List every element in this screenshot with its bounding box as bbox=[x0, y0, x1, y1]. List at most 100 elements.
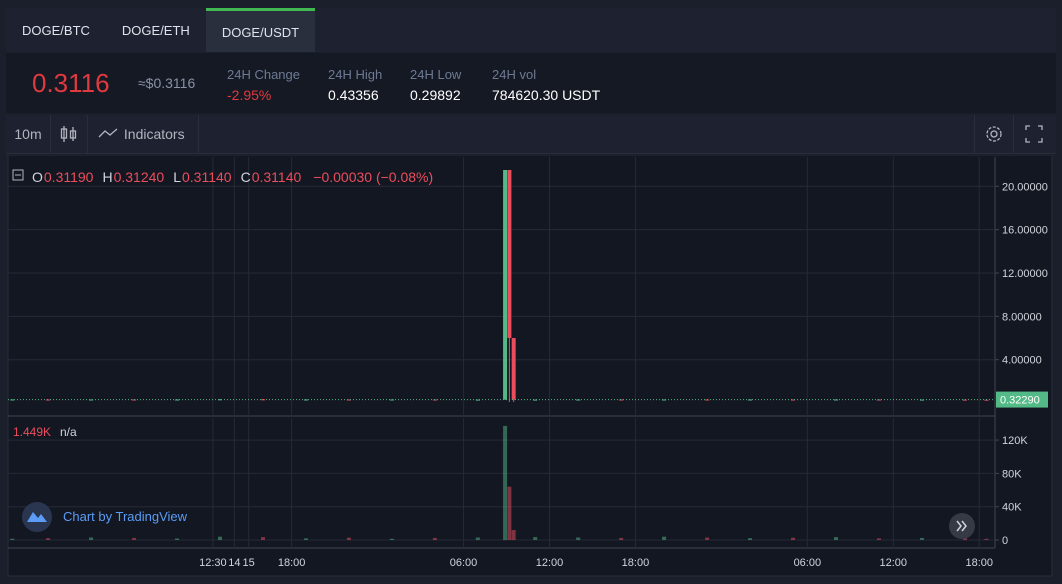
x-tick-label: 12:30 bbox=[199, 557, 227, 569]
volume-bar bbox=[46, 538, 51, 541]
pair-tabs: DOGE/BTC DOGE/ETH DOGE/USDT bbox=[6, 8, 1056, 52]
pair-tab[interactable]: DOGE/USDT bbox=[205, 8, 316, 52]
pair-tab[interactable]: DOGE/ETH bbox=[121, 23, 190, 38]
x-tick-label: 06:00 bbox=[794, 557, 822, 569]
stat: 24H Low 0.29892 bbox=[410, 67, 461, 103]
volume-bar bbox=[10, 538, 15, 541]
candle-body bbox=[533, 399, 538, 401]
candle-body bbox=[503, 170, 508, 400]
y-tick-label: 12.00000 bbox=[1002, 268, 1048, 280]
x-tick-label: 12:00 bbox=[536, 557, 564, 569]
gear-icon bbox=[986, 126, 1002, 142]
usd-price: ≈$0.3116 bbox=[138, 75, 196, 91]
volume-bar bbox=[503, 425, 508, 541]
x-tick-label: 14 bbox=[228, 557, 240, 569]
volume-tick-label: 40K bbox=[1002, 502, 1022, 514]
stat-value: -2.95% bbox=[227, 87, 272, 103]
volume-bar bbox=[260, 537, 265, 541]
volume-bar bbox=[962, 537, 967, 541]
ohlc-legend: O0.31190 H0.31240 L0.31140 C0.31140 −0.00030… bbox=[32, 169, 433, 185]
indicators-label: Indicators bbox=[123, 126, 185, 142]
legend-value: 0.31140 bbox=[182, 169, 232, 185]
legend-key: C bbox=[241, 169, 251, 185]
stat-value: 784620.30 USDT bbox=[492, 87, 601, 103]
y-tick-label: 8.00000 bbox=[1002, 311, 1042, 323]
candle-icon bbox=[60, 126, 77, 142]
legend-value: 0.31190 bbox=[44, 169, 94, 185]
indicators-button[interactable]: Indicators bbox=[88, 115, 199, 153]
scroll-arrow bbox=[956, 520, 967, 532]
volume-tick-label: 120K bbox=[1002, 435, 1028, 447]
volume-bar bbox=[507, 486, 512, 541]
candle-body bbox=[791, 399, 796, 401]
x-tick-label: 18:00 bbox=[965, 557, 993, 569]
volume-bar bbox=[303, 538, 308, 541]
last-price: 0.3116 bbox=[32, 68, 110, 98]
x-tick-label: 18:00 bbox=[278, 557, 306, 569]
candle-body bbox=[984, 399, 989, 401]
legend-value: 0.31240 bbox=[114, 169, 165, 185]
volume-bar bbox=[919, 537, 924, 541]
candle-body bbox=[260, 399, 265, 401]
candle-body bbox=[662, 399, 667, 401]
candle-body bbox=[919, 399, 924, 401]
settings-button[interactable] bbox=[974, 115, 1014, 153]
candle-body bbox=[89, 399, 94, 401]
chart-layer: 12:30 18:00 14 06:00 12:00 18:00 15 06:00 12:00 1… bbox=[7, 155, 1053, 577]
volume-bar bbox=[89, 537, 94, 541]
tradingview-logo-mark bbox=[27, 512, 47, 522]
volume-tick-label: 0 bbox=[1002, 535, 1008, 547]
candle-body bbox=[10, 399, 15, 401]
stat-label: 24H vol bbox=[492, 67, 537, 82]
y-tick-label: 20.00000 bbox=[1002, 181, 1048, 193]
y-tick-label: 16.00000 bbox=[1002, 225, 1048, 237]
candle-body bbox=[833, 399, 838, 401]
stat-label: 24H Low bbox=[410, 67, 462, 82]
stat: 24H High 0.43356 bbox=[328, 67, 382, 103]
volume-bar bbox=[833, 537, 838, 541]
fullscreen-button[interactable] bbox=[1013, 115, 1055, 153]
candle-body bbox=[346, 399, 351, 401]
legend-key: H bbox=[102, 169, 112, 185]
volume-bar bbox=[346, 537, 351, 541]
x-tick-label: 15 bbox=[243, 557, 255, 569]
last-price-label: 0.32290 bbox=[1000, 395, 1040, 407]
indicators-icon bbox=[98, 128, 118, 138]
legend-value: 0.31140 bbox=[252, 169, 302, 185]
interval-button[interactable]: 10m bbox=[6, 115, 51, 153]
candle-body bbox=[218, 399, 223, 401]
volume-bar bbox=[748, 538, 753, 541]
candle-body bbox=[962, 399, 967, 401]
pair-tab[interactable]: DOGE/BTC bbox=[22, 23, 90, 38]
legend-key: L bbox=[173, 169, 181, 185]
x-tick-label: 18:00 bbox=[622, 557, 650, 569]
ticker-bar: 0.3116 ≈$0.3116 24H Change -2.95% 24H Hi… bbox=[6, 53, 1056, 113]
stat-label: 24H High bbox=[328, 67, 383, 82]
chart-background bbox=[7, 155, 1053, 577]
candle-body bbox=[748, 399, 753, 401]
volume-bar bbox=[662, 536, 667, 541]
volume-bar bbox=[576, 537, 581, 541]
volume-bar bbox=[511, 530, 516, 541]
candle-body bbox=[475, 399, 480, 401]
stat-value: 0.29892 bbox=[410, 87, 461, 103]
stat-value: 0.43356 bbox=[328, 87, 379, 103]
volume-legend-value: 1.449K bbox=[13, 425, 51, 439]
volume-bar bbox=[389, 538, 394, 541]
tradingview-credit[interactable]: Chart by TradingView bbox=[63, 509, 188, 524]
volume-bar bbox=[984, 538, 989, 541]
chart-toolbar: 10m Indicators bbox=[6, 115, 1056, 154]
volume-bar bbox=[791, 537, 796, 541]
legend-key: O bbox=[32, 169, 43, 185]
volume-tick-label: 80K bbox=[1002, 468, 1022, 480]
collapse-toggle bbox=[12, 169, 24, 181]
scroll-to-realtime[interactable] bbox=[949, 513, 975, 539]
chart-type-button[interactable] bbox=[51, 115, 88, 153]
last-price-box bbox=[996, 391, 1048, 408]
volume-bar bbox=[705, 537, 710, 541]
candle-body bbox=[511, 338, 516, 400]
volume-bar bbox=[619, 537, 624, 541]
candle-body bbox=[46, 399, 51, 401]
fullscreen-icon bbox=[1025, 125, 1043, 143]
